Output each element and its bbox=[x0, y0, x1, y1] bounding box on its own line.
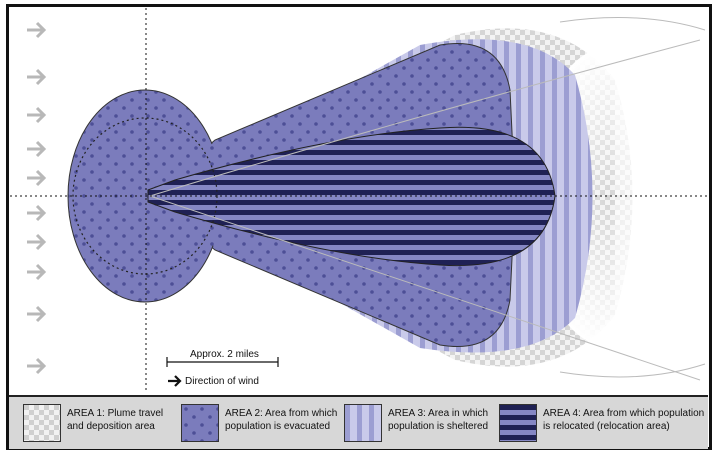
scale-label: Approx. 2 miles bbox=[190, 349, 259, 360]
wind-arrow-icon bbox=[27, 140, 47, 158]
legend-item-area4: AREA 4: Area from which population is re… bbox=[499, 404, 704, 442]
legend-line: population is evacuated bbox=[225, 421, 331, 432]
area1-swatch bbox=[23, 404, 61, 442]
legend-text: AREA 1: Plume travel and deposition area bbox=[67, 407, 195, 433]
scale-bar bbox=[166, 357, 279, 367]
legend-item-area2: AREA 2: Area from which population is ev… bbox=[181, 404, 346, 442]
legend-line: AREA 1: Plume travel bbox=[67, 408, 164, 419]
boundary-curve-lower bbox=[149, 195, 701, 381]
boundary-curve-upper bbox=[149, 39, 701, 197]
wind-arrow-icon bbox=[27, 204, 47, 222]
legend-line: population is sheltered bbox=[388, 421, 489, 432]
wind-direction-icon bbox=[168, 375, 182, 387]
wind-arrow-icon bbox=[27, 233, 47, 251]
wind-direction-label: Direction of wind bbox=[185, 376, 259, 387]
legend-item-area1: AREA 1: Plume travel and deposition area bbox=[23, 404, 183, 442]
legend-line: and deposition area bbox=[67, 421, 155, 432]
area4-swatch bbox=[499, 404, 537, 442]
legend-line: AREA 3: Area in which bbox=[388, 408, 489, 419]
legend-text: AREA 3: Area in which population is shel… bbox=[388, 407, 516, 433]
wind-arrow-icon bbox=[27, 21, 47, 39]
area2-swatch bbox=[181, 404, 219, 442]
outer-arc-lower bbox=[559, 363, 706, 378]
wind-arrow-icon bbox=[27, 68, 47, 86]
legend-item-area3: AREA 3: Area in which population is shel… bbox=[344, 404, 504, 442]
legend: AREA 1: Plume travel and deposition area… bbox=[9, 395, 708, 449]
outer-arc-upper bbox=[559, 17, 706, 31]
wind-arrow-icon bbox=[27, 263, 47, 281]
legend-text: AREA 4: Area from which population is re… bbox=[543, 407, 708, 433]
legend-line: AREA 4: Area from which population bbox=[543, 408, 705, 419]
wind-arrows bbox=[27, 21, 47, 375]
wind-arrow-icon bbox=[27, 169, 47, 187]
wind-arrow-icon bbox=[27, 357, 47, 375]
legend-text: AREA 2: Area from which population is ev… bbox=[225, 407, 353, 433]
area3-swatch bbox=[344, 404, 382, 442]
wind-arrow-icon bbox=[27, 106, 47, 124]
legend-line: AREA 2: Area from which bbox=[225, 408, 338, 419]
legend-line: is relocated (relocation area) bbox=[543, 421, 670, 432]
area1-fade-cover bbox=[615, 20, 700, 380]
wind-arrow-icon bbox=[27, 305, 47, 323]
